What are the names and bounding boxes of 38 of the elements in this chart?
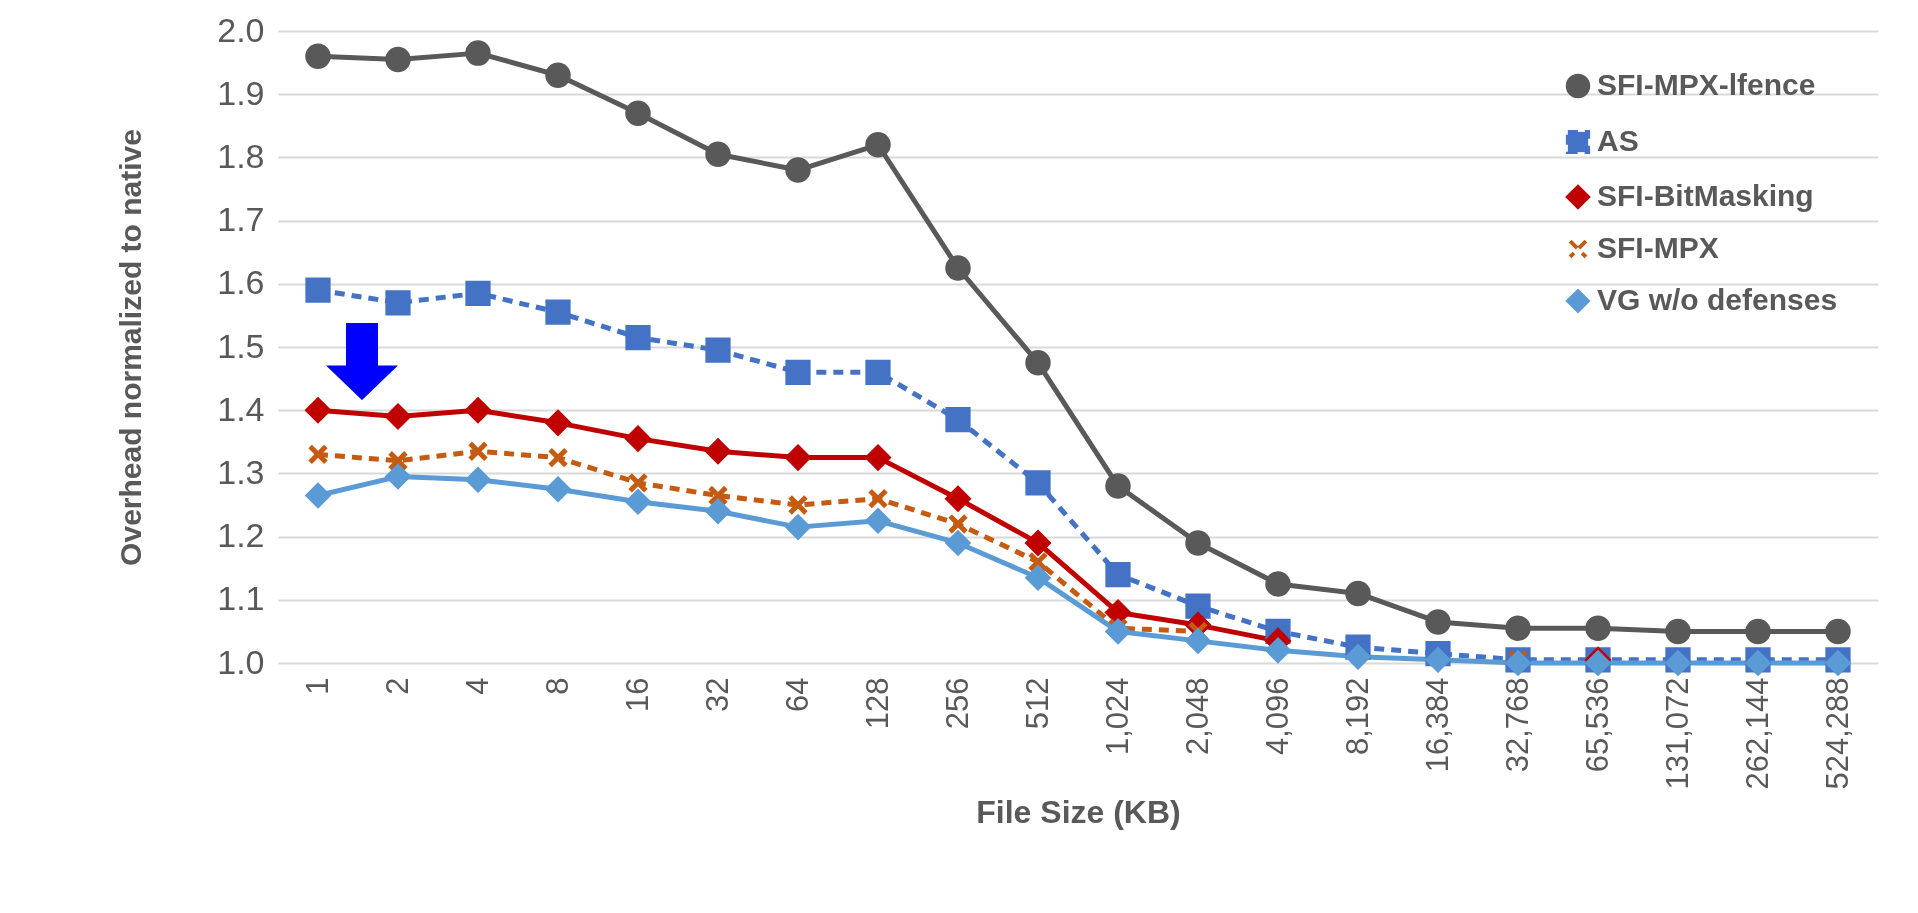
y-tick-label: 2.0 xyxy=(217,10,265,49)
x-tick-label: 1 xyxy=(299,677,335,695)
y-tick-label: 1.4 xyxy=(217,389,265,428)
x-tick-label: 32,768 xyxy=(1499,677,1535,773)
x-tick-label: 4,096 xyxy=(1259,677,1295,756)
x-tick-label: 262,144 xyxy=(1739,677,1775,790)
x-tick-label: 32 xyxy=(699,677,735,712)
y-tick-label: 1.6 xyxy=(217,263,265,302)
y-tick-label: 1.7 xyxy=(217,200,265,239)
y-axis-title: Overhead normalized to native xyxy=(114,129,148,566)
x-tick-label: 256 xyxy=(939,677,975,730)
x-tick-label: 131,072 xyxy=(1659,677,1695,790)
y-tick-label: 1.1 xyxy=(217,579,265,618)
x-tick-label: 128 xyxy=(859,677,895,730)
y-tick-label: 1.3 xyxy=(217,452,265,491)
x-tick-label: 65,536 xyxy=(1579,677,1615,773)
x-tick-label: 2,048 xyxy=(1179,677,1215,756)
x-axis-title: File Size (KB) xyxy=(976,793,1181,830)
x-tick-label: 8 xyxy=(539,677,575,695)
x-tick-label: 64 xyxy=(779,677,815,712)
x-tick-label: 2 xyxy=(379,677,415,695)
y-tick-label: 1.8 xyxy=(217,136,265,175)
x-tick-label: 16 xyxy=(619,677,655,712)
legend-label: SFI-BitMasking xyxy=(1597,179,1814,212)
y-tick-label: 1.5 xyxy=(217,326,265,365)
y-tick-label: 1.2 xyxy=(217,516,265,555)
legend-label: SFI-MPX xyxy=(1597,231,1719,264)
legend-label: VG w/o defenses xyxy=(1597,283,1838,316)
x-tick-label: 4 xyxy=(459,677,495,695)
x-tick-label: 8,192 xyxy=(1339,677,1375,756)
x-tick-label: 16,384 xyxy=(1419,677,1455,773)
x-tick-label: 1,024 xyxy=(1099,677,1135,756)
y-tick-label: 1.9 xyxy=(217,73,265,112)
legend-label: AS xyxy=(1597,124,1639,157)
y-tick-label: 1.0 xyxy=(217,642,265,681)
legend-label: SFI-MPX-lfence xyxy=(1597,68,1816,101)
x-tick-label: 512 xyxy=(1019,677,1055,730)
x-tick-label: 524,288 xyxy=(1819,677,1855,790)
